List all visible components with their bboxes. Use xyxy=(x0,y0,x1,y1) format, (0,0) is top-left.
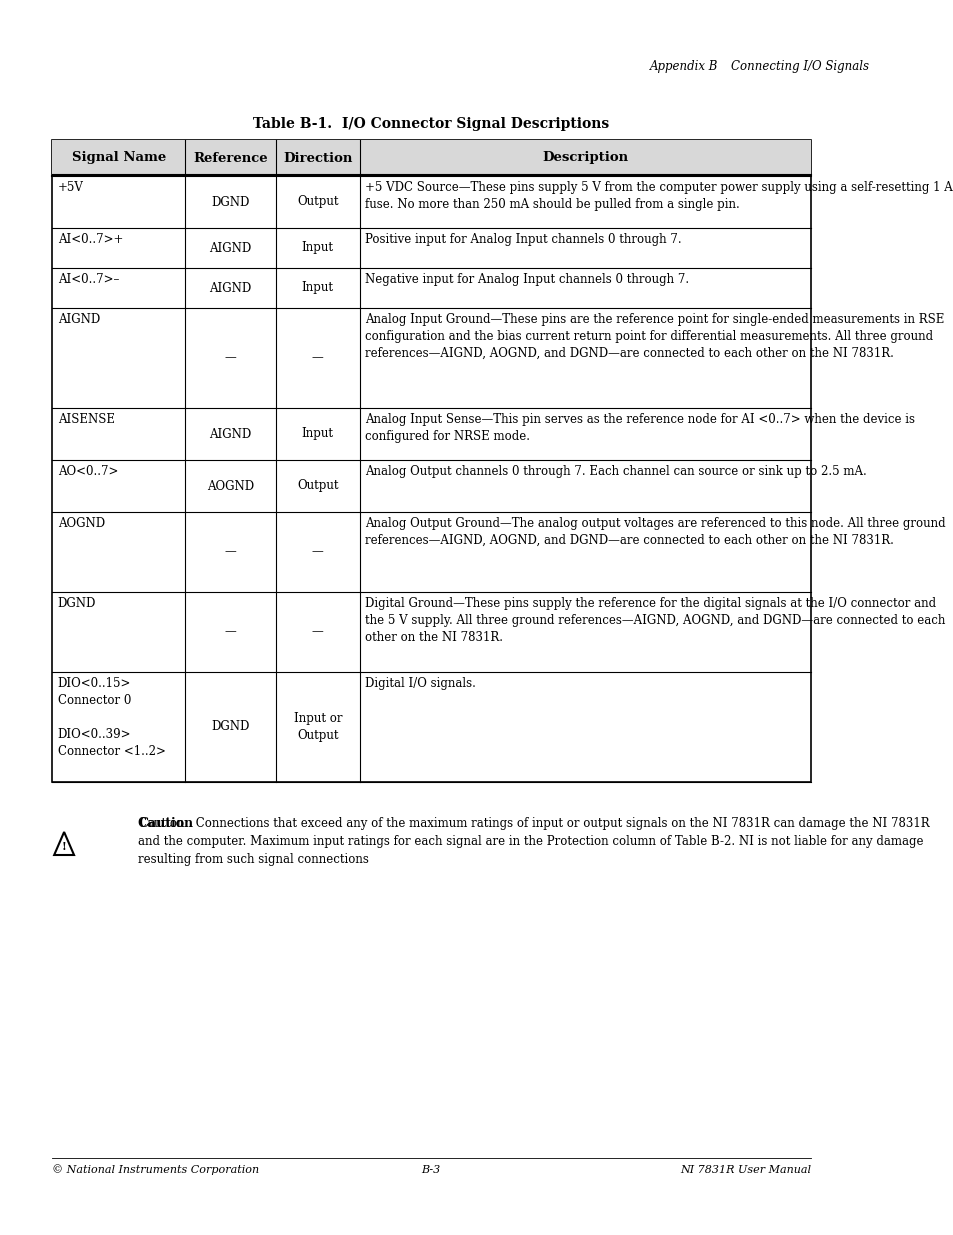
Text: Signal Name: Signal Name xyxy=(71,152,166,164)
Text: AI<0..7>+: AI<0..7>+ xyxy=(58,233,123,246)
Text: —: — xyxy=(312,546,323,558)
Text: Reference: Reference xyxy=(193,152,268,164)
Text: DGND: DGND xyxy=(212,195,250,209)
Text: AO<0..7>: AO<0..7> xyxy=(58,466,118,478)
Text: B-3: B-3 xyxy=(420,1165,440,1174)
Text: —: — xyxy=(225,546,236,558)
Text: Table B-1.  I/O Connector Signal Descriptions: Table B-1. I/O Connector Signal Descript… xyxy=(253,117,608,131)
Text: Analog Output channels 0 through 7. Each channel can source or sink up to 2.5 mA: Analog Output channels 0 through 7. Each… xyxy=(365,466,866,478)
Text: +5 VDC Source—These pins supply 5 V from the computer power supply using a self-: +5 VDC Source—These pins supply 5 V from… xyxy=(365,182,952,211)
Text: DGND: DGND xyxy=(58,597,96,610)
Text: +5V: +5V xyxy=(58,182,84,194)
Text: !: ! xyxy=(62,841,67,852)
Text: AI<0..7>–: AI<0..7>– xyxy=(58,273,119,287)
Text: Analog Input Sense—This pin serves as the reference node for AI <0..7> when the : Analog Input Sense—This pin serves as th… xyxy=(365,412,914,443)
Text: —: — xyxy=(225,625,236,638)
Text: Description: Description xyxy=(541,152,628,164)
Text: Input: Input xyxy=(301,427,334,441)
Bar xyxy=(52,140,810,177)
Text: © National Instruments Corporation: © National Instruments Corporation xyxy=(52,1165,259,1176)
Text: AIGND: AIGND xyxy=(210,242,252,254)
Text: —: — xyxy=(225,352,236,364)
Text: Negative input for Analog Input channels 0 through 7.: Negative input for Analog Input channels… xyxy=(365,273,688,287)
Text: NI 7831R User Manual: NI 7831R User Manual xyxy=(679,1165,810,1174)
Text: DGND: DGND xyxy=(212,720,250,734)
Text: —: — xyxy=(312,352,323,364)
Text: AIGND: AIGND xyxy=(210,282,252,294)
Bar xyxy=(52,140,810,782)
Text: Output: Output xyxy=(296,195,338,209)
Text: Positive input for Analog Input channels 0 through 7.: Positive input for Analog Input channels… xyxy=(365,233,680,246)
Text: Output: Output xyxy=(296,479,338,493)
Text: Digital I/O signals.: Digital I/O signals. xyxy=(365,677,476,690)
Text: Caution   Connections that exceed any of the maximum ratings of input or output : Caution Connections that exceed any of t… xyxy=(138,818,929,866)
Text: AOGND: AOGND xyxy=(58,517,105,530)
Text: Connecting I/O Signals: Connecting I/O Signals xyxy=(731,61,868,73)
Text: AOGND: AOGND xyxy=(207,479,253,493)
Text: Input: Input xyxy=(301,282,334,294)
Text: Analog Output Ground—The analog output voltages are referenced to this node. All: Analog Output Ground—The analog output v… xyxy=(365,517,944,547)
Text: Direction: Direction xyxy=(283,152,353,164)
Text: —: — xyxy=(312,625,323,638)
Text: Input or
Output: Input or Output xyxy=(294,713,342,742)
Text: Digital Ground—These pins supply the reference for the digital signals at the I/: Digital Ground—These pins supply the ref… xyxy=(365,597,944,643)
Text: Analog Input Ground—These pins are the reference point for single-ended measurem: Analog Input Ground—These pins are the r… xyxy=(365,312,943,359)
Text: DIO<0..15>
Connector 0

DIO<0..39>
Connector <1..2>: DIO<0..15> Connector 0 DIO<0..39> Connec… xyxy=(58,677,166,758)
Text: Caution: Caution xyxy=(138,818,193,830)
Text: AIGND: AIGND xyxy=(210,427,252,441)
Text: AISENSE: AISENSE xyxy=(58,412,114,426)
Text: Input: Input xyxy=(301,242,334,254)
Text: Appendix B: Appendix B xyxy=(649,61,718,73)
Text: AIGND: AIGND xyxy=(58,312,100,326)
